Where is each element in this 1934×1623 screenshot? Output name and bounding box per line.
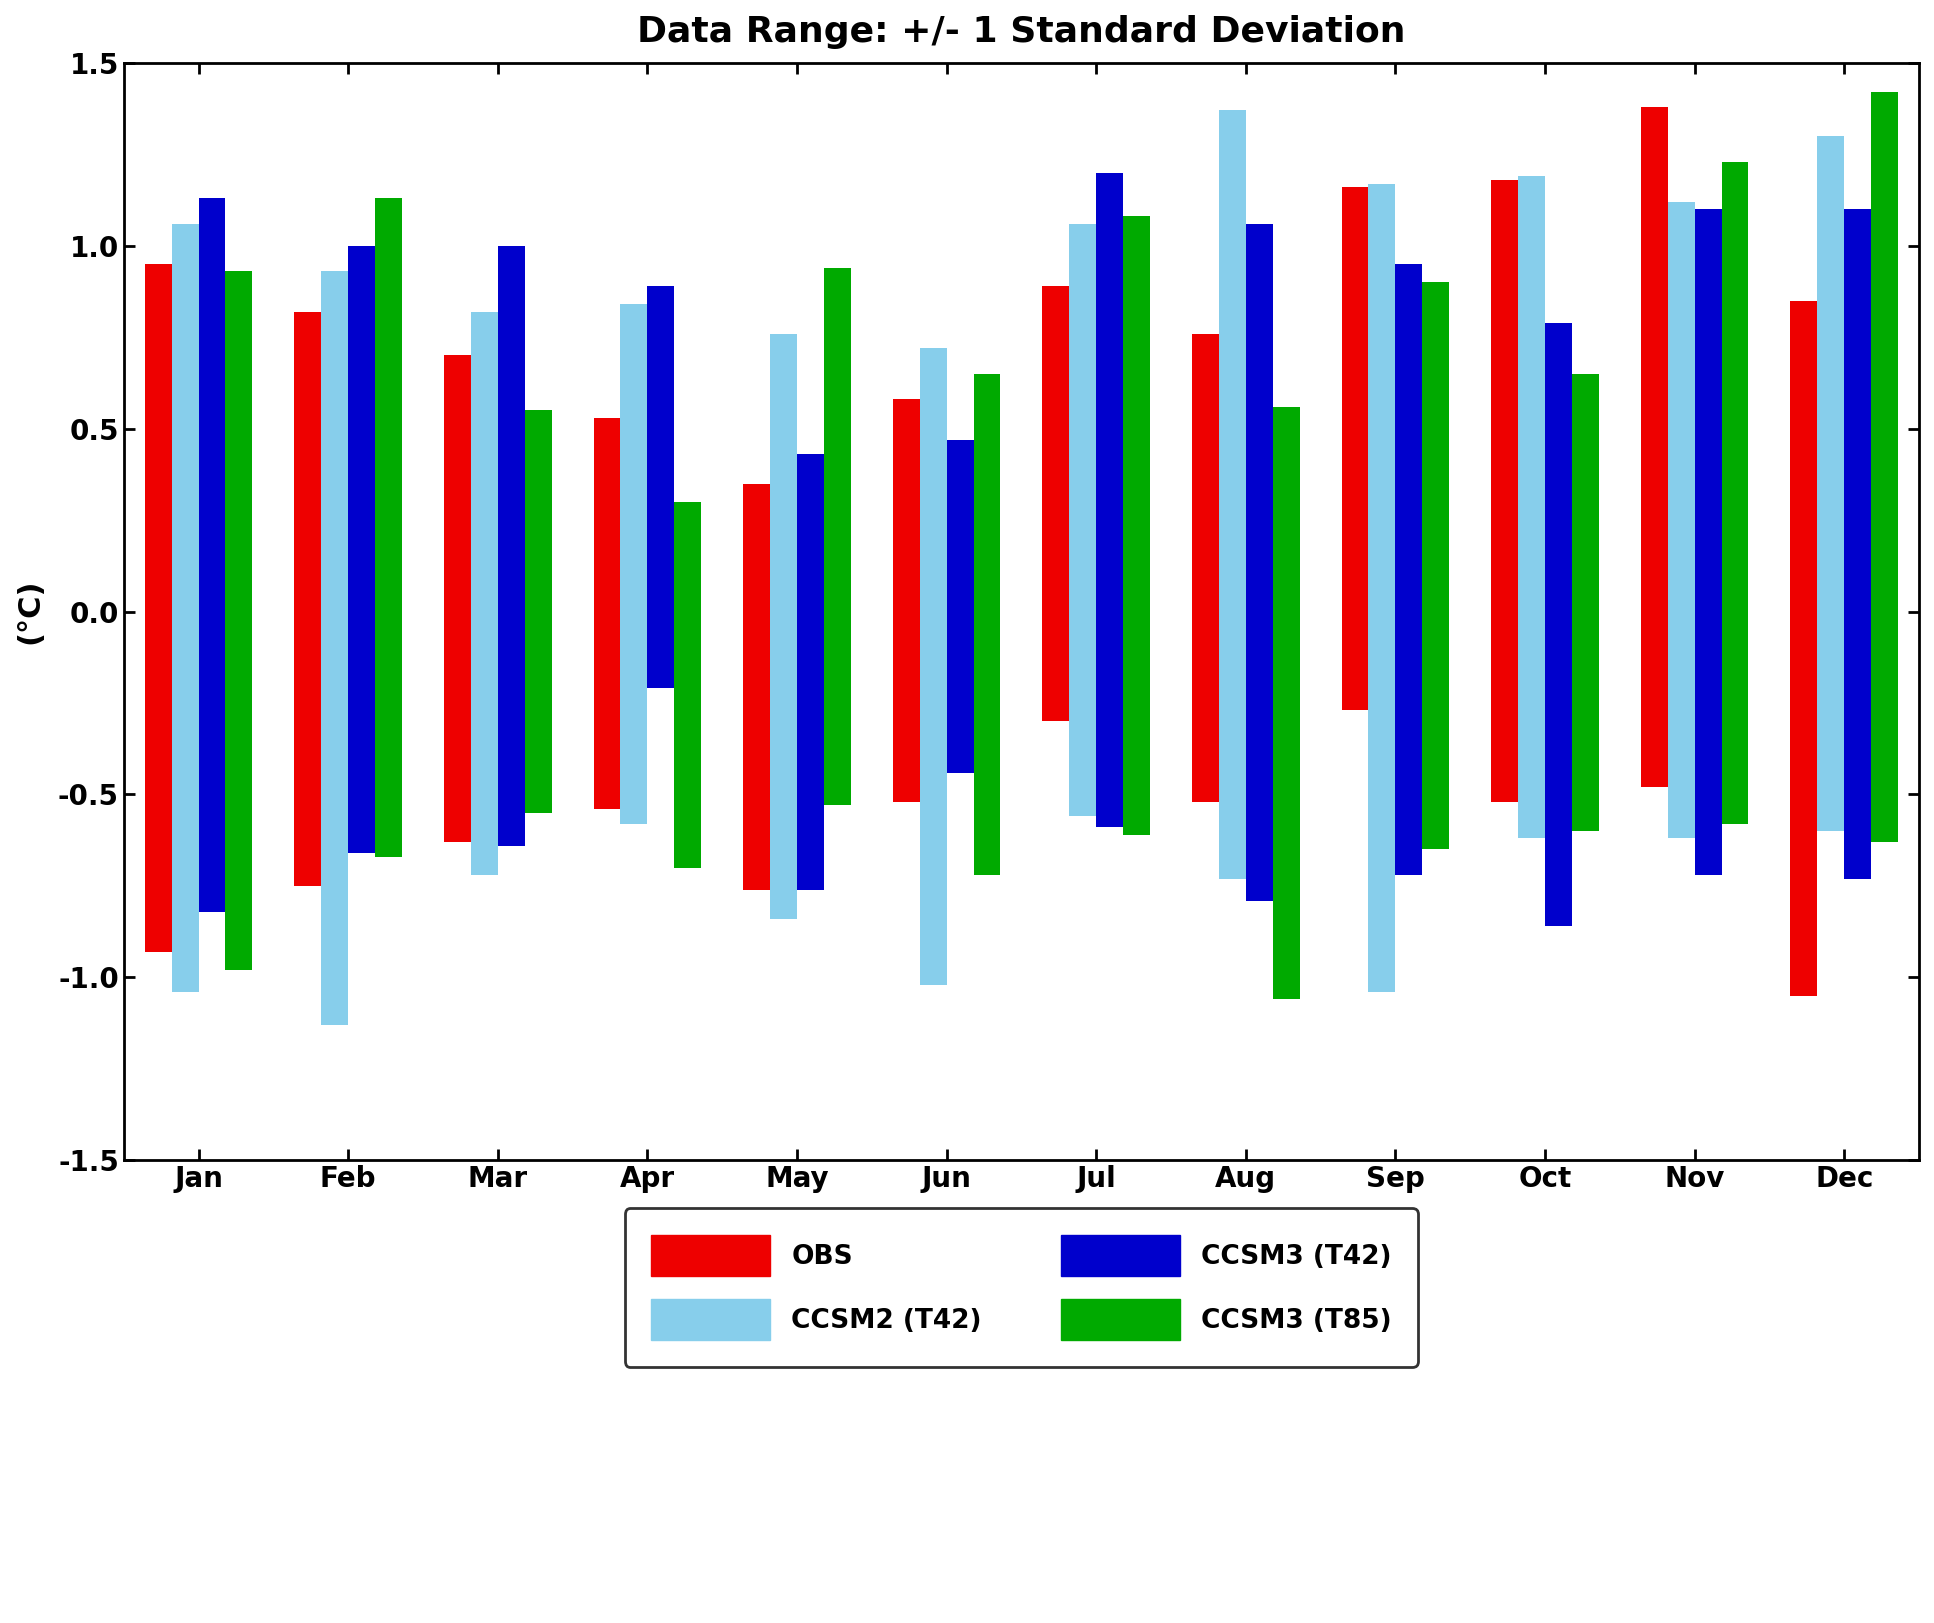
Bar bbox=[1818, 136, 1845, 831]
Bar bbox=[1421, 282, 1449, 849]
Bar bbox=[1218, 110, 1245, 878]
Bar bbox=[1042, 286, 1070, 721]
Bar bbox=[348, 245, 375, 854]
Bar bbox=[226, 271, 253, 971]
Bar bbox=[294, 312, 321, 886]
Bar bbox=[1721, 162, 1748, 824]
Bar bbox=[1097, 172, 1124, 828]
Bar bbox=[946, 440, 973, 773]
Bar bbox=[797, 454, 824, 889]
Bar bbox=[1245, 224, 1273, 901]
Bar bbox=[1791, 300, 1818, 995]
Legend: OBS, CCSM2 (T42), CCSM3 (T42), CCSM3 (T85): OBS, CCSM2 (T42), CCSM3 (T42), CCSM3 (T8… bbox=[625, 1209, 1418, 1367]
Bar bbox=[594, 417, 621, 810]
Bar bbox=[1640, 107, 1667, 787]
Bar bbox=[1694, 209, 1721, 875]
Bar bbox=[824, 268, 851, 805]
Bar bbox=[375, 198, 402, 857]
Bar bbox=[524, 411, 551, 813]
Bar bbox=[921, 349, 946, 985]
Bar bbox=[894, 399, 921, 802]
Bar bbox=[172, 224, 199, 992]
Bar bbox=[321, 271, 348, 1024]
Bar bbox=[648, 286, 675, 688]
Bar bbox=[445, 355, 470, 842]
Bar bbox=[1070, 224, 1097, 816]
Bar bbox=[1396, 265, 1421, 875]
Bar bbox=[621, 304, 648, 824]
Bar bbox=[1518, 177, 1545, 839]
Bar bbox=[1870, 93, 1897, 842]
Bar bbox=[743, 484, 770, 889]
Bar bbox=[1572, 373, 1599, 831]
Title: Data Range: +/- 1 Standard Deviation: Data Range: +/- 1 Standard Deviation bbox=[636, 15, 1406, 49]
Bar bbox=[1845, 209, 1870, 878]
Bar bbox=[1124, 216, 1151, 834]
Bar bbox=[1369, 183, 1396, 992]
Bar bbox=[470, 312, 497, 875]
Bar bbox=[1667, 201, 1694, 839]
Bar bbox=[1491, 180, 1518, 802]
Bar bbox=[1191, 334, 1218, 802]
Bar bbox=[770, 334, 797, 919]
Bar bbox=[497, 245, 524, 846]
Y-axis label: (°C): (°C) bbox=[15, 579, 44, 644]
Bar bbox=[199, 198, 226, 912]
Bar bbox=[1273, 407, 1300, 1000]
Bar bbox=[675, 502, 702, 868]
Bar bbox=[1545, 323, 1572, 927]
Bar bbox=[145, 265, 172, 951]
Bar bbox=[973, 373, 1000, 875]
Bar bbox=[1342, 187, 1369, 711]
